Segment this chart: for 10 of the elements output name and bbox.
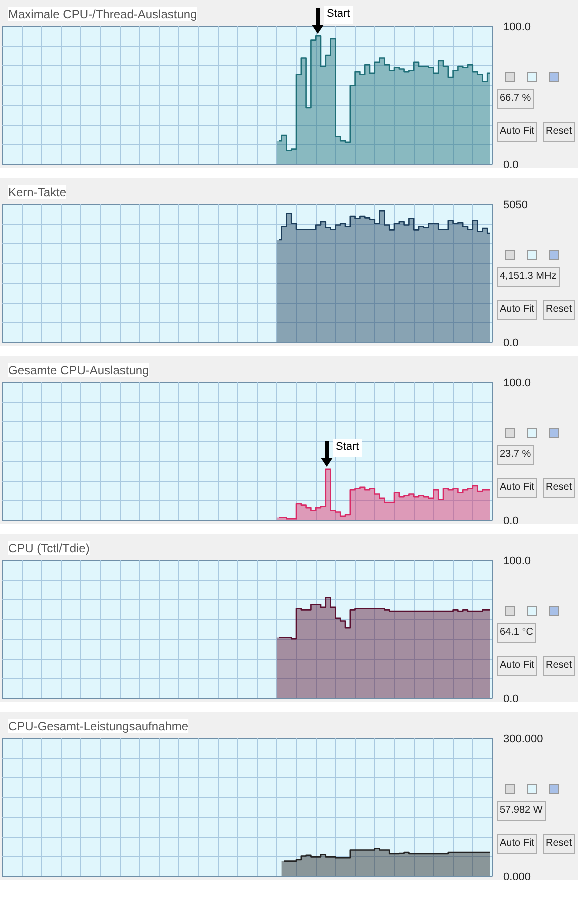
y-tick-label: 100.0 — [504, 22, 532, 34]
chart-title: CPU-Gesamt-Leistungsaufnahme — [8, 720, 189, 734]
y-tick-label: 300.000 — [504, 734, 544, 746]
y-tick-label: 5050 — [504, 200, 528, 212]
y-tick-label: 100.0 — [504, 378, 532, 390]
chart-title: Maximale CPU-/Thread-Auslastung — [8, 8, 198, 22]
chart-title: Kern-Takte — [8, 186, 67, 200]
chart-title: Gesamte CPU-Auslastung — [8, 364, 150, 378]
y-tick-label: 100.0 — [504, 556, 532, 568]
chart-title: CPU (Tctl/Tdie) — [8, 542, 90, 556]
